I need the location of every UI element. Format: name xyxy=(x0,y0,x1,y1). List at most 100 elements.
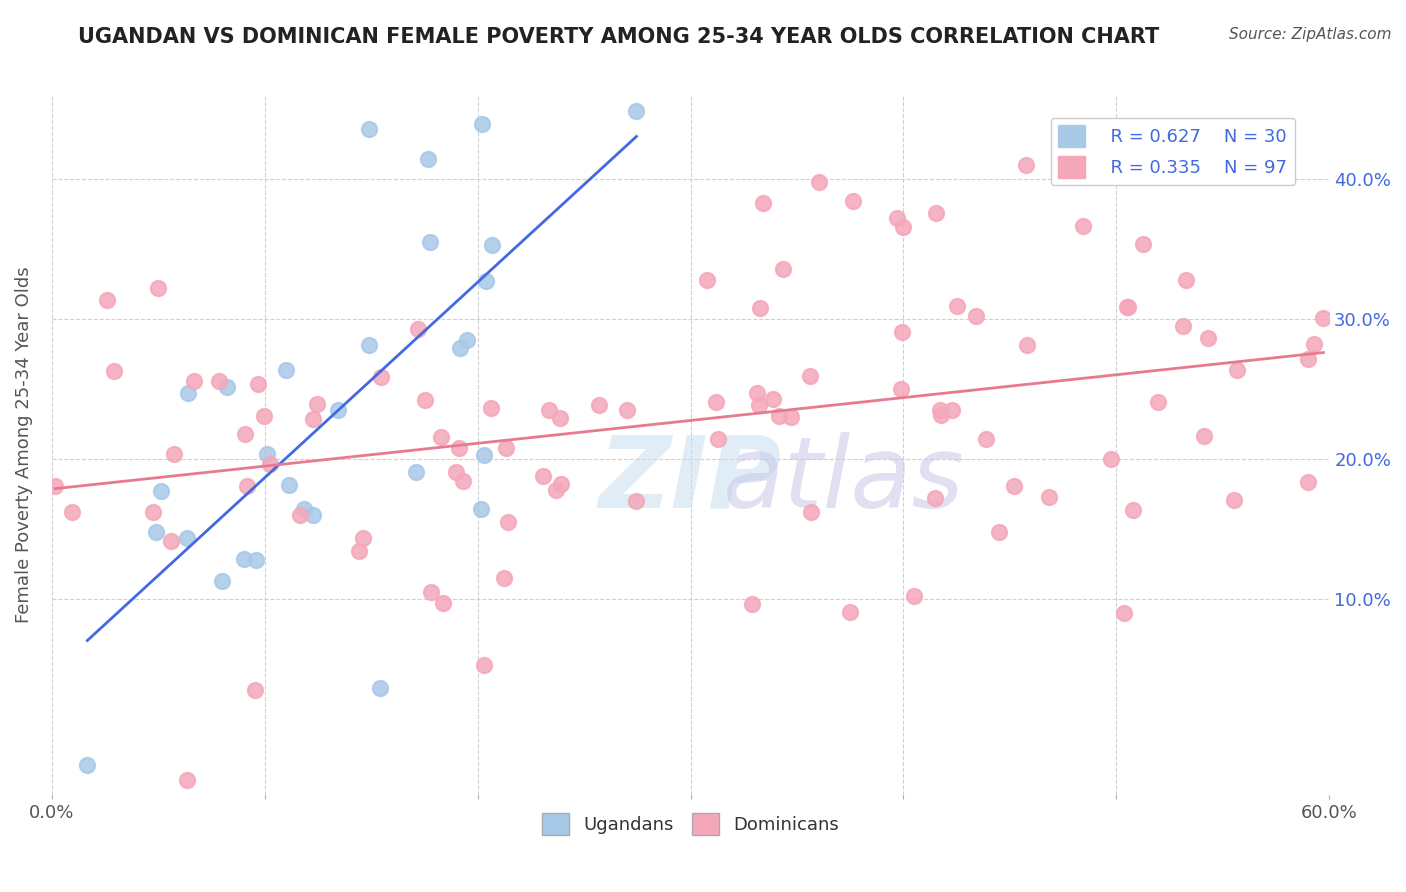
Point xyxy=(183,374,205,388)
Point xyxy=(236,478,259,492)
Point xyxy=(946,299,969,313)
Point xyxy=(370,681,392,695)
Point xyxy=(352,531,374,545)
Point xyxy=(1197,331,1219,345)
Point xyxy=(531,469,554,483)
Point xyxy=(494,571,516,585)
Point xyxy=(890,325,912,339)
Point xyxy=(470,501,492,516)
Point xyxy=(211,574,233,588)
Point xyxy=(233,427,256,442)
Point xyxy=(208,374,231,388)
Point xyxy=(550,411,572,425)
Point xyxy=(1017,338,1039,352)
Point xyxy=(145,524,167,539)
Point xyxy=(479,401,502,415)
Point xyxy=(616,402,638,417)
Point xyxy=(808,175,831,189)
Point xyxy=(1038,490,1060,504)
Point xyxy=(842,194,865,209)
Point xyxy=(471,117,494,131)
Point xyxy=(748,398,770,412)
Point xyxy=(430,430,453,444)
Point xyxy=(893,220,915,235)
Point xyxy=(1122,503,1144,517)
Point xyxy=(929,403,952,417)
Point xyxy=(278,478,301,492)
Point xyxy=(772,262,794,277)
Point xyxy=(747,386,769,401)
Point xyxy=(357,121,380,136)
Point xyxy=(419,235,441,250)
Point xyxy=(259,457,281,471)
Point xyxy=(1175,273,1198,287)
Point xyxy=(176,531,198,545)
Point xyxy=(451,474,474,488)
Point xyxy=(76,758,98,772)
Point xyxy=(233,552,256,566)
Point xyxy=(890,382,912,396)
Point xyxy=(274,363,297,377)
Point xyxy=(839,605,862,619)
Point xyxy=(925,206,948,220)
Point xyxy=(243,683,266,698)
Point xyxy=(60,505,83,519)
Point xyxy=(449,341,471,355)
Point xyxy=(349,544,371,558)
Point xyxy=(246,376,269,391)
Point xyxy=(406,321,429,335)
Point xyxy=(1226,362,1249,376)
Point xyxy=(800,505,823,519)
Point xyxy=(456,333,478,347)
Point xyxy=(253,409,276,423)
Point xyxy=(929,408,952,422)
Point xyxy=(447,442,470,456)
Point xyxy=(924,491,946,505)
Text: atlas: atlas xyxy=(723,432,965,529)
Point xyxy=(256,447,278,461)
Point xyxy=(779,409,801,424)
Point xyxy=(903,590,925,604)
Point xyxy=(292,502,315,516)
Point xyxy=(149,483,172,498)
Legend: Ugandans, Dominicans: Ugandans, Dominicans xyxy=(534,806,846,842)
Text: UGANDAN VS DOMINICAN FEMALE POVERTY AMONG 25-34 YEAR OLDS CORRELATION CHART: UGANDAN VS DOMINICAN FEMALE POVERTY AMON… xyxy=(77,27,1160,46)
Point xyxy=(475,274,498,288)
Point xyxy=(799,368,821,383)
Point xyxy=(1222,492,1244,507)
Point xyxy=(288,508,311,522)
Point xyxy=(495,441,517,455)
Point xyxy=(215,379,238,393)
Point xyxy=(626,103,648,118)
Point xyxy=(1112,607,1135,621)
Point xyxy=(547,12,569,27)
Point xyxy=(1296,475,1319,489)
Point xyxy=(96,293,118,308)
Point xyxy=(1132,237,1154,252)
Point xyxy=(1015,158,1038,172)
Point xyxy=(1002,479,1025,493)
Text: ZIP: ZIP xyxy=(599,432,782,529)
Point xyxy=(245,553,267,567)
Point xyxy=(707,432,730,446)
Point xyxy=(370,369,392,384)
Point xyxy=(472,448,495,462)
Text: Source: ZipAtlas.com: Source: ZipAtlas.com xyxy=(1229,27,1392,42)
Point xyxy=(752,195,775,210)
Point xyxy=(1147,395,1170,409)
Point xyxy=(974,432,997,446)
Point xyxy=(588,398,610,412)
Point xyxy=(1312,310,1334,325)
Point xyxy=(416,152,439,166)
Point xyxy=(176,772,198,787)
Point xyxy=(163,448,186,462)
Point xyxy=(741,598,763,612)
Point xyxy=(1116,300,1139,314)
Point xyxy=(103,364,125,378)
Point xyxy=(704,395,727,409)
Point xyxy=(432,596,454,610)
Point xyxy=(446,465,468,479)
Point xyxy=(550,477,572,491)
Point xyxy=(328,402,350,417)
Point xyxy=(146,281,169,295)
